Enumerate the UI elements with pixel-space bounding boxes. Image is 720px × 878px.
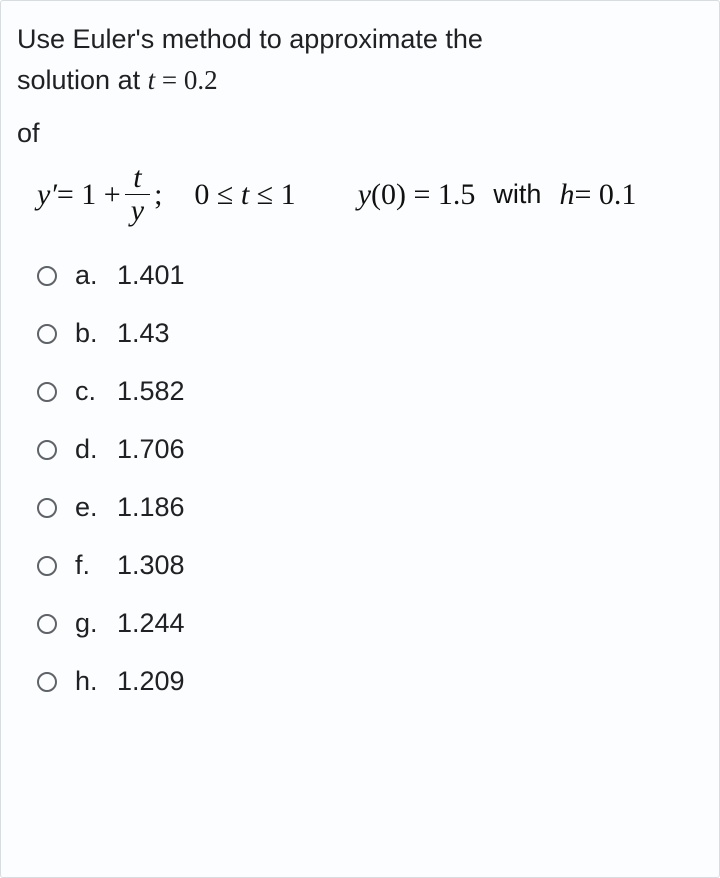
radio-icon[interactable] — [37, 266, 57, 286]
prompt-line-2-prefix: solution at — [17, 65, 148, 95]
option-value: 1.244 — [117, 608, 185, 639]
eq-with: with — [493, 179, 541, 210]
radio-icon[interactable] — [37, 498, 57, 518]
option-value: 1.582 — [117, 376, 185, 407]
option-letter: c. — [75, 376, 117, 407]
eq-frac-den: y — [125, 194, 150, 226]
option-a[interactable]: a. 1.401 — [37, 260, 703, 291]
option-value: 1.186 — [117, 492, 185, 523]
eq-range: 0 ≤ t ≤ 1 — [194, 178, 295, 212]
eq-eq1: = 1 + — [57, 178, 121, 212]
option-value: 1.308 — [117, 550, 185, 581]
equation: y′ = 1 + t y ; 0 ≤ t ≤ 1 y(0) = 1.5 with… — [17, 163, 703, 226]
prompt-line-1: Use Euler's method to approximate the — [17, 24, 483, 54]
question-card: Use Euler's method to approximate the so… — [0, 0, 720, 878]
prompt-t-value: = 0.2 — [155, 65, 217, 95]
radio-icon[interactable] — [37, 324, 57, 344]
radio-icon[interactable] — [37, 614, 57, 634]
radio-icon[interactable] — [37, 556, 57, 576]
option-letter: d. — [75, 434, 117, 465]
question-prompt: Use Euler's method to approximate the so… — [17, 19, 703, 100]
eq-fraction: t y — [125, 163, 150, 226]
of-label: of — [17, 118, 703, 149]
option-value: 1.209 — [117, 666, 185, 697]
option-value: 1.401 — [117, 260, 185, 291]
option-d[interactable]: d. 1.706 — [37, 434, 703, 465]
eq-h: h — [559, 178, 574, 212]
radio-icon[interactable] — [37, 440, 57, 460]
option-letter: b. — [75, 318, 117, 349]
option-e[interactable]: e. 1.186 — [37, 492, 703, 523]
option-letter: a. — [75, 260, 117, 291]
radio-icon[interactable] — [37, 382, 57, 402]
option-value: 1.706 — [117, 434, 185, 465]
option-value: 1.43 — [117, 318, 170, 349]
eq-y-prime: y′ — [37, 178, 57, 212]
option-c[interactable]: c. 1.582 — [37, 376, 703, 407]
prompt-var-t: t — [148, 65, 156, 95]
option-letter: f. — [75, 550, 117, 581]
option-g[interactable]: g. 1.244 — [37, 608, 703, 639]
eq-y0-val: (0) = 1.5 — [371, 178, 475, 212]
option-letter: g. — [75, 608, 117, 639]
option-letter: e. — [75, 492, 117, 523]
option-letter: h. — [75, 666, 117, 697]
eq-semicolon: ; — [154, 178, 162, 212]
options-list: a. 1.401 b. 1.43 c. 1.582 d. 1.706 e. 1.… — [17, 260, 703, 697]
eq-frac-num: t — [127, 163, 147, 194]
eq-y0-y: y — [358, 178, 371, 212]
option-f[interactable]: f. 1.308 — [37, 550, 703, 581]
eq-h-val: = 0.1 — [574, 178, 636, 212]
radio-icon[interactable] — [37, 672, 57, 692]
option-b[interactable]: b. 1.43 — [37, 318, 703, 349]
option-h[interactable]: h. 1.209 — [37, 666, 703, 697]
